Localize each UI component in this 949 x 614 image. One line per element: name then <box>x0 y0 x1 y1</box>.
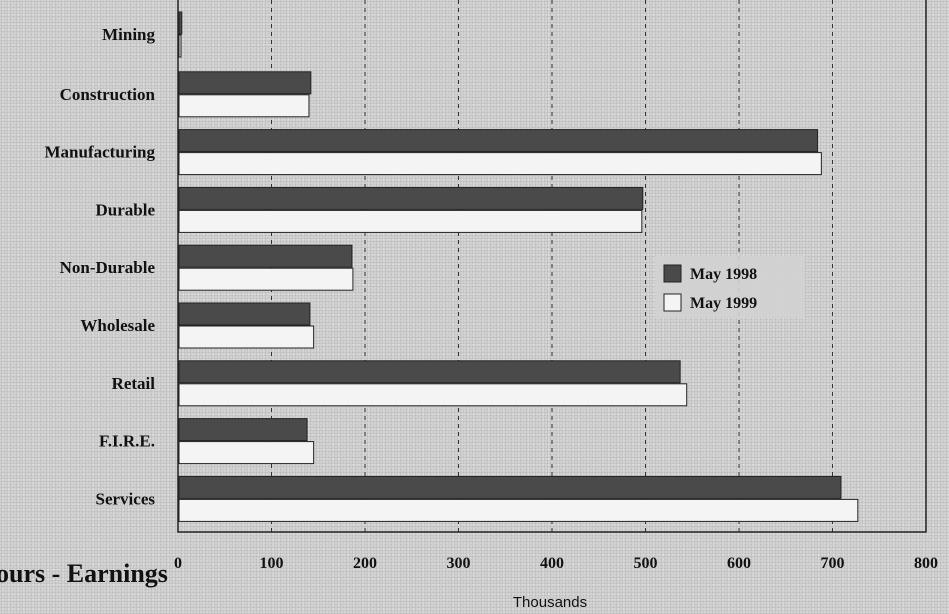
category-label: Manufacturing <box>45 143 156 162</box>
x-axis-label: Thousands <box>513 594 587 611</box>
x-tick-label: 300 <box>447 555 471 572</box>
bar-may-1998 <box>178 244 353 268</box>
bar-may-1998 <box>178 71 312 95</box>
category-label: Construction <box>60 85 156 104</box>
legend: May 1998 May 1999 <box>655 256 805 318</box>
bar-may-1998 <box>178 475 842 499</box>
category-labels: Mining Construction Manufacturing Durable No… <box>45 25 156 508</box>
legend-swatch <box>663 264 682 283</box>
category-label: Durable <box>96 200 156 219</box>
bar-may-1999 <box>178 383 688 407</box>
x-tick-label: 600 <box>727 555 751 572</box>
legend-swatch <box>663 293 682 312</box>
bar-may-1999 <box>178 209 643 233</box>
bar-may-1999 <box>178 34 182 58</box>
category-label: Services <box>96 489 156 508</box>
bar-may-1999 <box>178 498 859 522</box>
x-tick-label: 500 <box>634 555 658 572</box>
bar-may-1998 <box>178 186 644 210</box>
category-label: Non-Durable <box>60 258 156 277</box>
footer-title-fragment: ours - Earnings <box>0 559 168 588</box>
bar-may-1998 <box>178 11 183 35</box>
x-tick-label: 700 <box>821 555 845 572</box>
bar-may-1998 <box>178 129 819 153</box>
x-tick-label: 100 <box>260 555 284 572</box>
bar-may-1999 <box>178 152 822 176</box>
category-label: F.I.R.E. <box>99 432 155 451</box>
bar-may-1999 <box>178 325 315 349</box>
x-tick-label: 800 <box>914 555 938 572</box>
category-label: Retail <box>112 374 156 393</box>
x-tick-label: 200 <box>353 555 377 572</box>
x-tick-label: 400 <box>540 555 564 572</box>
bar-may-1999 <box>178 441 315 465</box>
category-label: Wholesale <box>80 316 155 335</box>
category-label: Mining <box>102 25 155 44</box>
bar-may-1998 <box>178 418 308 442</box>
bars <box>178 11 859 522</box>
bar-may-1998 <box>178 360 681 384</box>
bar-may-1999 <box>178 94 310 118</box>
x-tick-labels: 0 100 200 300 400 500 600 700 800 <box>174 555 938 572</box>
legend-entry: May 1998 <box>690 266 757 283</box>
x-tick-label: 0 <box>174 555 182 572</box>
legend-entry: May 1999 <box>690 295 757 312</box>
bar-may-1999 <box>178 267 354 291</box>
bar-may-1998 <box>178 302 311 326</box>
plot-frame <box>177 0 927 533</box>
